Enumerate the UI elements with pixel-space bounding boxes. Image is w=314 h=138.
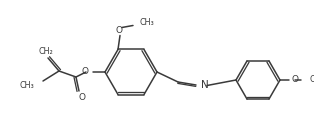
- Text: O: O: [292, 75, 299, 84]
- Text: CH₂: CH₂: [39, 47, 53, 55]
- Text: CH₃: CH₃: [309, 75, 314, 84]
- Text: CH₃: CH₃: [19, 82, 34, 91]
- Text: N: N: [201, 80, 209, 90]
- Text: O: O: [82, 67, 89, 76]
- Text: O: O: [78, 92, 85, 102]
- Text: O: O: [116, 26, 122, 35]
- Text: CH₃: CH₃: [140, 18, 155, 27]
